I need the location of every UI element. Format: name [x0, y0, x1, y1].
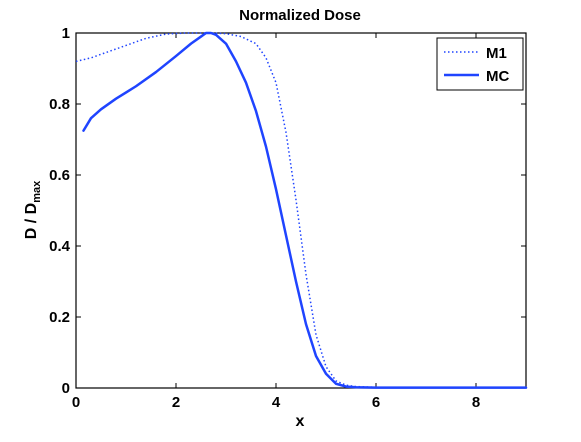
series-line-m1	[75, 32, 526, 389]
y-axis-label: D / Dmax	[23, 180, 43, 239]
y-tick-label: 0	[62, 380, 70, 397]
y-tick-label: 0.6	[49, 167, 70, 184]
x-axis-label: x	[296, 413, 305, 430]
y-axis-label-main: D / D	[23, 203, 40, 239]
x-tick-label: 2	[172, 394, 180, 411]
y-tick-label: 0.8	[49, 96, 70, 113]
legend-label-mc: MC	[486, 68, 509, 85]
series-line-mc	[82, 31, 528, 389]
legend-box	[436, 37, 524, 91]
legend: M1 MC	[436, 37, 524, 91]
x-tick-label: 4	[272, 394, 281, 411]
plot-area	[75, 32, 527, 389]
x-tick-label: 8	[472, 394, 480, 411]
y-axis-label-text: D / Dmax	[23, 180, 43, 239]
y-tick-label: 0.4	[49, 238, 71, 255]
y-tick-label: 1	[62, 25, 70, 42]
x-tick-label: 6	[372, 394, 380, 411]
chart-title: Normalized Dose	[239, 7, 361, 24]
y-axis-label-subscript: max	[31, 180, 43, 203]
x-tick-label: 0	[72, 394, 80, 411]
y-tick-label: 0.2	[49, 309, 70, 326]
plot-frame	[75, 32, 527, 389]
series-layer	[75, 31, 528, 389]
y-axis: 0 0.2 0.4 0.6 0.8 1	[49, 25, 526, 397]
legend-label-m1: M1	[486, 45, 507, 62]
